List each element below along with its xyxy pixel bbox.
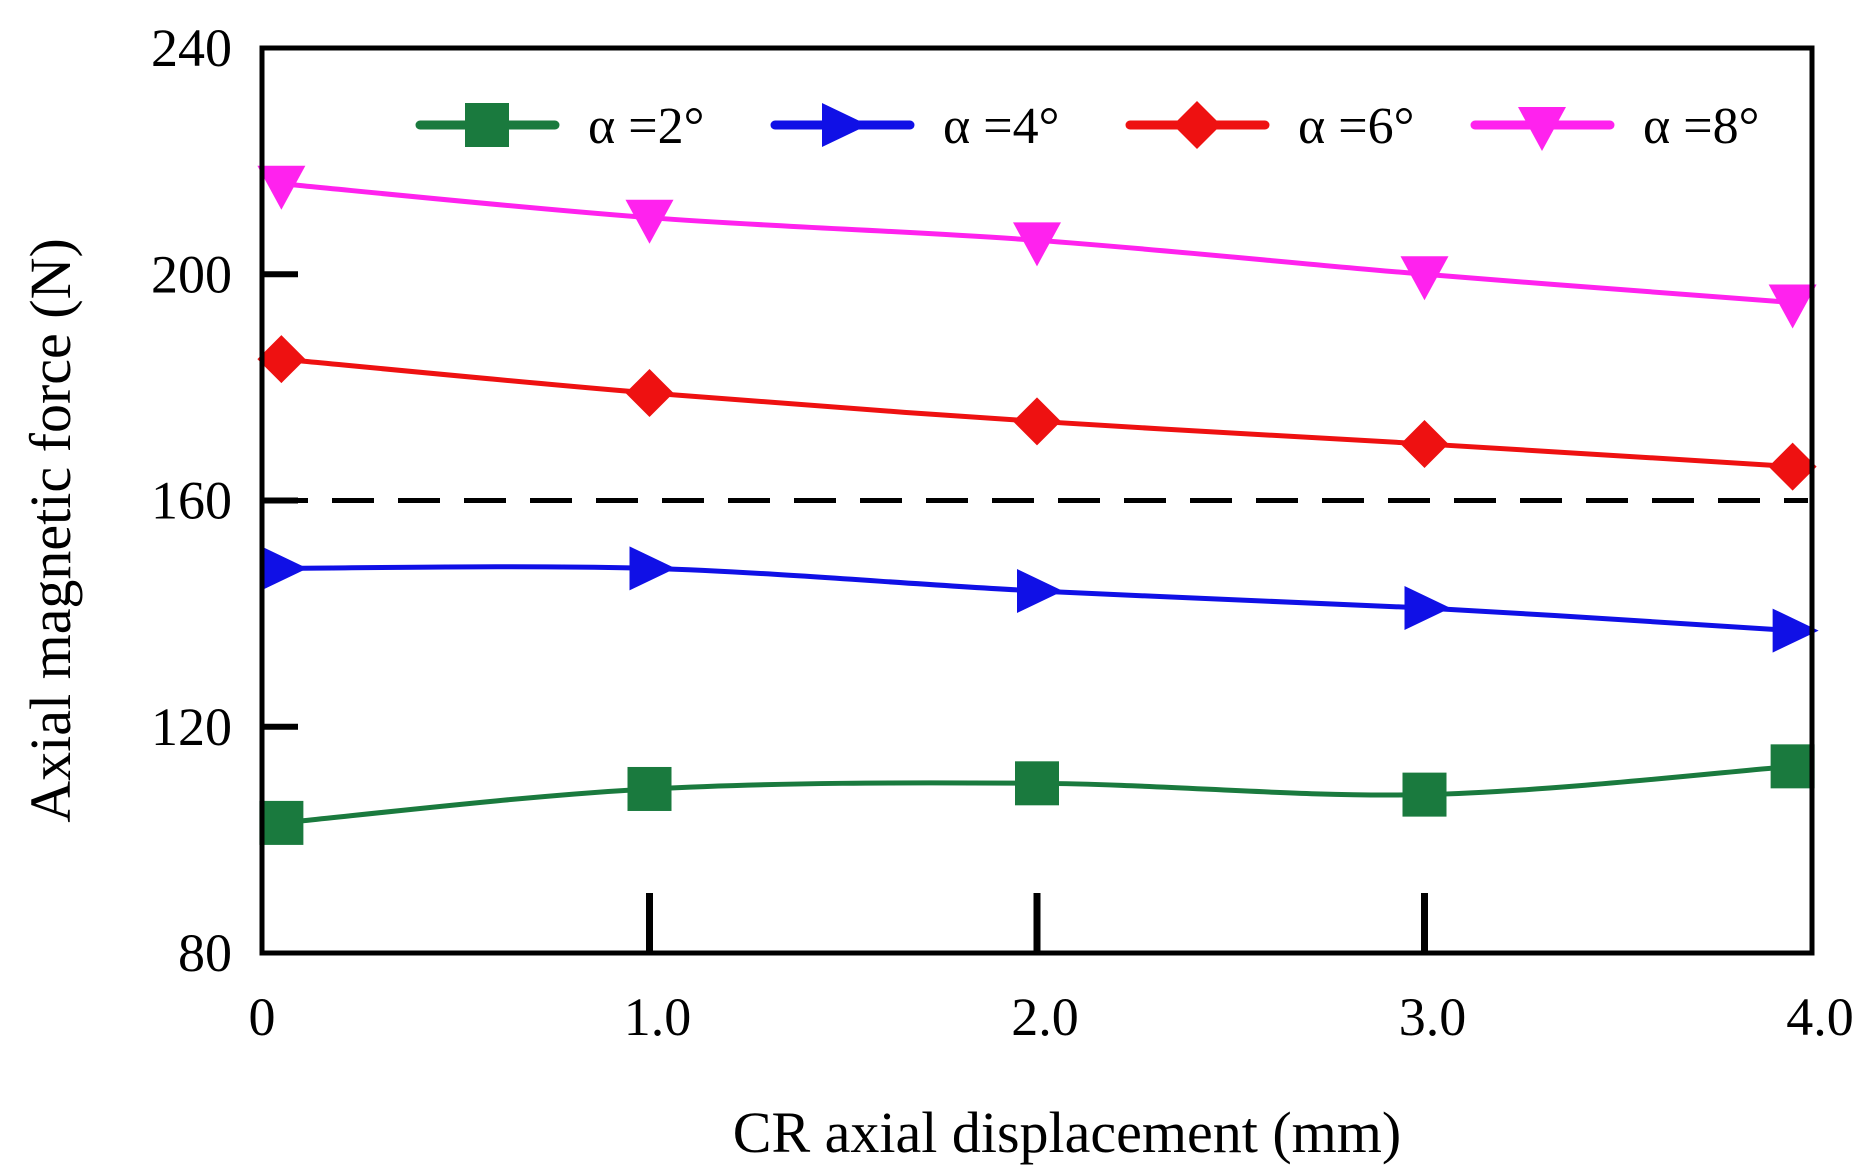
axis-ticks	[262, 271, 1428, 953]
series-3	[257, 335, 1817, 491]
data-point	[1017, 569, 1063, 613]
data-point	[1768, 284, 1817, 329]
legend-marker	[1518, 107, 1566, 151]
legend-entry: α =4°	[770, 98, 1059, 155]
data-point	[1013, 397, 1061, 446]
y-tick-label: 120	[151, 697, 232, 757]
y-tick-label: 200	[151, 244, 232, 304]
data-point	[1772, 608, 1819, 653]
data-point	[625, 199, 674, 244]
data-point	[1400, 256, 1449, 301]
series-4	[257, 165, 1817, 329]
data-point	[627, 766, 672, 811]
x-tick-label: 1.0	[624, 987, 692, 1047]
data-point	[1400, 419, 1449, 468]
y-tick-label: 240	[151, 18, 232, 78]
legend-marker	[822, 103, 868, 147]
data-point	[257, 165, 306, 210]
tick-labels: 80 120 160 200 240 0 1.0 2.0 3.0 4.0	[151, 18, 1853, 1047]
data-point	[1770, 744, 1815, 789]
data-point	[1015, 761, 1059, 806]
plot-area	[257, 165, 1819, 845]
x-axis-label: CR axial displacement (mm)	[733, 1100, 1401, 1165]
data-point	[1402, 772, 1447, 817]
legend-label: α =2°	[588, 98, 704, 155]
data-point	[625, 369, 674, 418]
data-point	[261, 546, 308, 591]
data-point	[629, 546, 676, 591]
legend-label: α =8°	[1643, 98, 1759, 155]
legend-label: α =4°	[943, 98, 1059, 155]
data-point	[259, 800, 304, 845]
y-tick-label: 160	[151, 471, 232, 531]
data-point	[1404, 585, 1451, 630]
data-point	[257, 335, 306, 384]
x-tick-label: 2.0	[1011, 987, 1079, 1047]
series-2	[261, 546, 1819, 653]
x-tick-label: 0	[249, 987, 276, 1047]
data-point	[1768, 442, 1817, 491]
legend-entry: α =6°	[1125, 98, 1414, 155]
legend-entry: α =2°	[415, 98, 704, 155]
legend: α =2° α =4° α =6° α =8°	[415, 98, 1759, 155]
series-1	[259, 744, 1815, 845]
legend-marker	[465, 103, 509, 147]
legend-label: α =6°	[1298, 98, 1414, 155]
y-tick-label: 80	[178, 923, 232, 983]
data-point	[1013, 222, 1061, 267]
legend-marker	[1173, 101, 1221, 149]
y-axis-label: Axial magnetic force (N)	[18, 238, 83, 823]
legend-entry: α =8°	[1470, 98, 1759, 155]
x-tick-label: 4.0	[1786, 987, 1853, 1047]
x-tick-label: 3.0	[1399, 987, 1467, 1047]
